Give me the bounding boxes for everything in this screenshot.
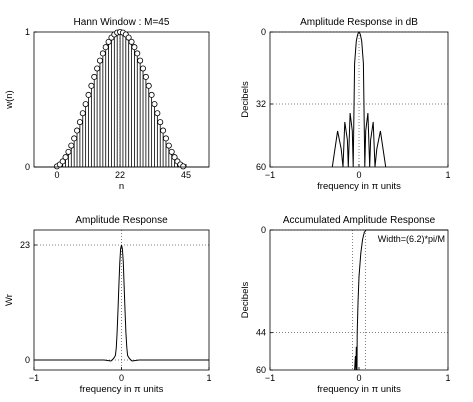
stem-marker [171,154,178,161]
y-axis-label: Wr [4,294,15,306]
panel-amplitude-response-db: −1 0 1 0 32 60 Amplitude Response in dB frequen… [240,17,451,192]
y-axis-label: Decibels [240,81,251,118]
x-tick-label: 1 [206,373,211,383]
stem-marker [74,127,81,134]
stem-marker [125,34,132,41]
stem-marker [140,65,147,72]
x-tick-label: 0 [356,170,361,180]
stem-marker [76,119,83,126]
y-axis-label: w(n) [4,90,15,109]
chart-title: Accumulated Amplitude Response [283,215,436,226]
y-axis-label: Decibels [240,282,251,319]
stem-marker [131,44,138,51]
stem-marker [128,38,135,45]
panel-hann-window: 0 22 45 0 1 Hann Window : M=45 n w(n) [4,17,210,192]
stem-marker [102,44,109,51]
stem-marker [180,163,187,170]
x-tick-label: 0 [119,373,124,383]
x-tick-label: 0 [356,373,361,383]
stem-marker [168,148,175,155]
x-tick-label: 22 [115,170,125,180]
x-tick-label: 1 [445,170,450,180]
stem-marker [134,50,141,57]
y-tick-label: 32 [256,99,266,109]
stem-marker [68,142,75,149]
chart-title: Amplitude Response in dB [300,17,418,28]
stem-marker [79,110,86,117]
y-tick-label: 0 [25,162,30,172]
stem-marker [94,65,101,72]
x-tick-label: −1 [29,373,39,383]
stem-marker [151,101,158,108]
y-tick-label: 60 [256,365,266,375]
stem-marker [165,142,172,149]
chart-title: Amplitude Response [75,215,168,226]
y-tick-label: 0 [25,355,30,365]
y-tick-label: 0 [261,27,266,37]
x-tick-label: −1 [265,373,275,383]
stem-marker [157,119,164,126]
chart-title: Hann Window : M=45 [74,17,170,28]
stem-marker [91,73,98,80]
x-tick-label: 45 [181,170,191,180]
stem-marker [137,57,144,64]
stem-marker [162,135,169,142]
series-line [354,229,448,371]
stem-marker [145,82,152,89]
plot-frame [269,229,449,371]
x-axis-label: n [119,181,124,192]
stem-marker [96,57,103,64]
panel-amplitude-response: −1 0 1 0 23 Amplitude Response frequency in π … [4,215,212,395]
y-tick-label: 23 [20,240,30,250]
stem-marker [82,101,89,108]
y-tick-label: 1 [25,27,30,37]
stem-marker [65,148,72,155]
stem-marker [62,154,69,161]
x-tick-label: 0 [54,170,59,180]
x-tick-label: −1 [265,170,275,180]
panel-accumulated-amplitude-response: −1 0 1 0 44 60 Accumulated Amplitude Response f… [240,215,451,395]
x-tick-label: 1 [445,373,450,383]
plot-frame [33,31,210,168]
stem-marker [148,91,155,98]
series-line [331,30,387,168]
series-line [34,244,209,362]
y-tick-label: 44 [256,328,266,338]
stem-marker [160,127,167,134]
y-tick-label: 60 [256,162,266,172]
stem-marker [142,73,149,80]
y-tick-label: 0 [261,225,266,235]
stem-marker [154,110,161,117]
stem-marker [85,91,92,98]
stem-marker [99,50,106,57]
x-axis-label: frequency in π units [80,384,164,395]
stem-marker [88,82,95,89]
x-axis-label: frequency in π units [317,384,401,395]
width-annotation: Width=(6.2)*pi/M [378,234,445,244]
stem-marker [71,135,78,142]
x-axis-label: frequency in π units [317,181,401,192]
